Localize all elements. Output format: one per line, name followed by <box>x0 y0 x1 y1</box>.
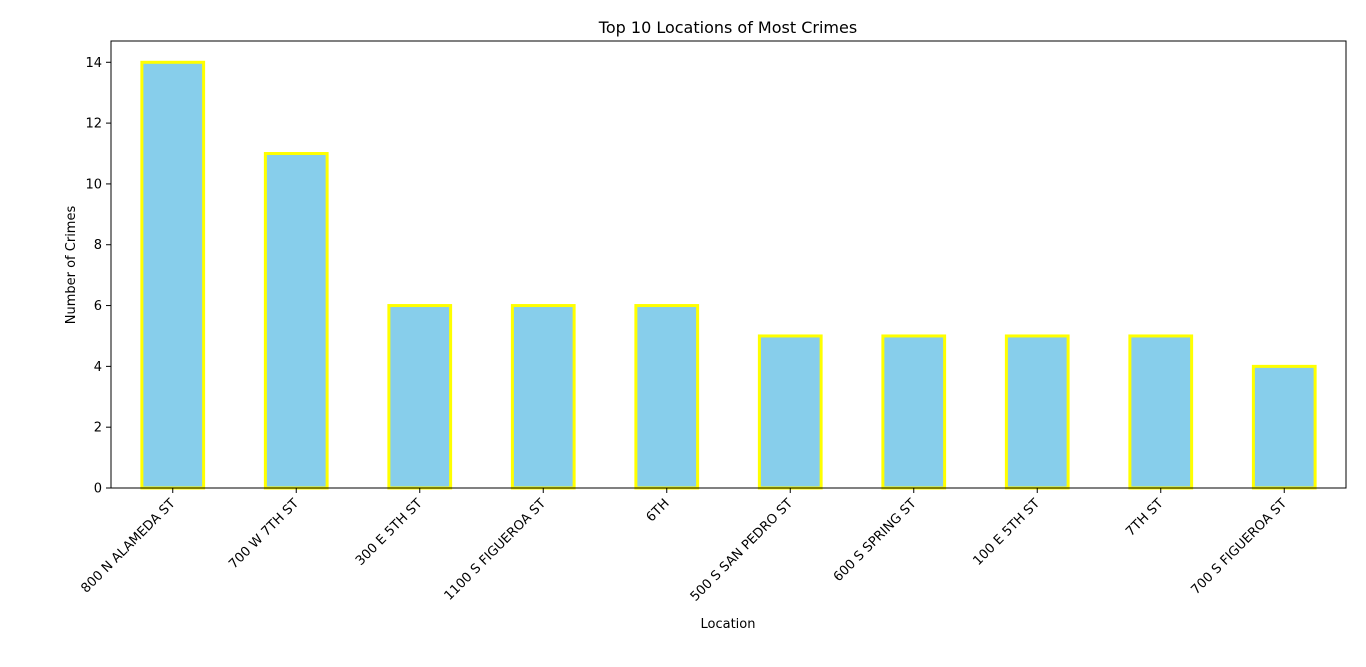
y-tick-label: 0 <box>94 482 102 497</box>
bar <box>140 60 206 490</box>
y-axis: 0 2 4 6 8 10 12 14 <box>85 56 111 497</box>
x-tick-label: 600 S SPRING ST <box>831 496 920 585</box>
x-tick-label: 500 S SAN PEDRO ST <box>688 496 796 604</box>
y-tick-label: 8 <box>94 238 102 253</box>
y-tick-label: 2 <box>94 421 102 436</box>
y-tick-label: 4 <box>94 360 102 375</box>
bar <box>634 304 700 490</box>
bar <box>263 152 329 490</box>
y-axis-label: Number of Crimes <box>64 206 79 325</box>
bars-layer <box>140 60 1317 490</box>
bar <box>510 304 576 490</box>
x-tick-label: 7TH ST <box>1123 496 1166 539</box>
x-tick-label: 100 E 5TH ST <box>971 496 1044 569</box>
bar <box>757 334 823 490</box>
bar <box>387 304 453 490</box>
bar <box>1128 334 1194 490</box>
bar <box>1004 334 1070 490</box>
x-tick-label: 700 W 7TH ST <box>226 496 302 572</box>
chart-title: Top 10 Locations of Most Crimes <box>598 18 857 37</box>
x-tick-label: 700 S FIGUEROA ST <box>1188 496 1290 598</box>
x-tick-label: 6TH <box>644 496 673 525</box>
x-tick-label: 300 E 5TH ST <box>353 496 426 569</box>
x-tick-label: 1100 S FIGUEROA ST <box>442 496 550 604</box>
y-tick-label: 12 <box>85 117 102 132</box>
bar <box>1251 364 1317 490</box>
x-axis: 800 N ALAMEDA ST 700 W 7TH ST 300 E 5TH ST… <box>78 488 1290 605</box>
plot-frame <box>110 40 1347 489</box>
y-tick-label: 6 <box>94 299 102 314</box>
x-axis-label: Location <box>701 617 756 632</box>
y-tick-label: 10 <box>85 177 102 192</box>
x-tick-label: 800 N ALAMEDA ST <box>78 496 178 596</box>
y-tick-label: 14 <box>85 56 102 71</box>
bar <box>881 334 947 490</box>
